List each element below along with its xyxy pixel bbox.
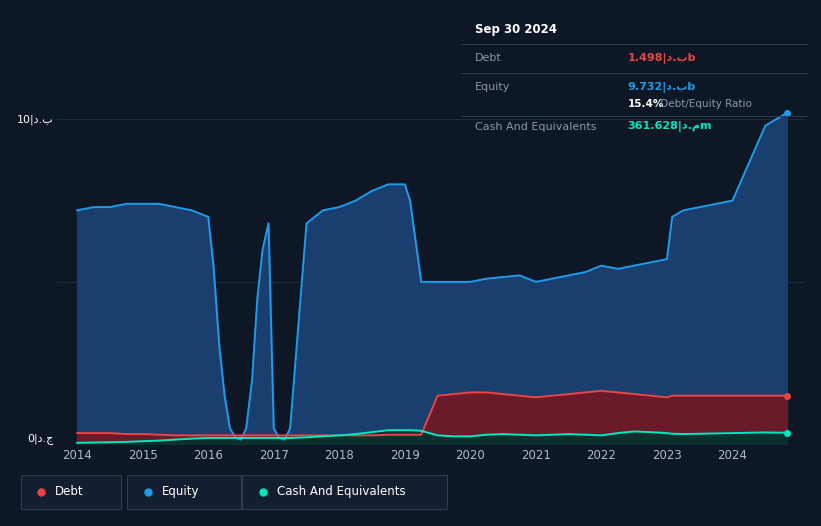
Text: Equity: Equity <box>162 485 200 498</box>
FancyBboxPatch shape <box>127 474 241 509</box>
Text: Debt: Debt <box>475 54 502 64</box>
FancyBboxPatch shape <box>21 474 121 509</box>
Text: Sep 30 2024: Sep 30 2024 <box>475 23 557 36</box>
FancyBboxPatch shape <box>242 474 447 509</box>
Text: Cash And Equivalents: Cash And Equivalents <box>277 485 406 498</box>
Text: Debt: Debt <box>55 485 84 498</box>
Text: 15.4%: 15.4% <box>628 99 664 109</box>
Text: 1.498|د.بb: 1.498|د.بb <box>628 53 696 64</box>
Text: 361.628|د.مm: 361.628|د.مm <box>628 122 712 133</box>
Text: 10|د.ب: 10|د.ب <box>17 114 53 125</box>
Text: 9.732|د.بb: 9.732|د.بb <box>628 82 696 93</box>
Text: Equity: Equity <box>475 82 511 92</box>
Text: 0|د.ج: 0|د.ج <box>27 433 53 444</box>
Text: Cash And Equivalents: Cash And Equivalents <box>475 122 597 132</box>
Text: Debt/Equity Ratio: Debt/Equity Ratio <box>657 99 752 109</box>
